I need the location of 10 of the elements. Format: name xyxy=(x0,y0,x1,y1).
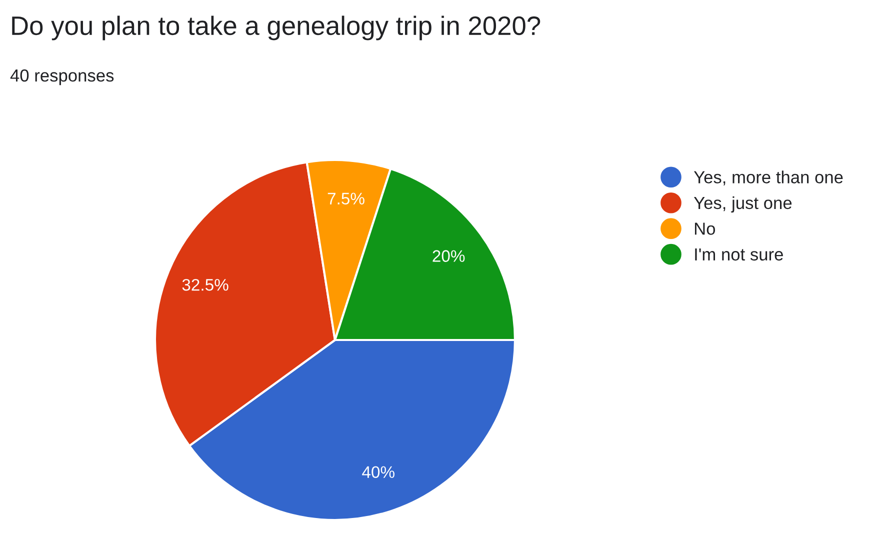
data-label: 7.5% xyxy=(328,192,364,205)
legend-label: Yes, more than one xyxy=(694,170,843,186)
data-label: 40% xyxy=(362,466,394,478)
legend-label: No xyxy=(694,222,716,235)
chart-title: Do you plan to take a genealogy trip in 2020? xyxy=(12,16,540,40)
legend-label: Yes, just one xyxy=(694,196,792,213)
data-label: 20% xyxy=(432,250,465,262)
legend-label: I'm not sure xyxy=(695,248,783,261)
chart-subtitle: 40 responses xyxy=(10,69,114,86)
data-label: 32.5% xyxy=(182,278,228,291)
